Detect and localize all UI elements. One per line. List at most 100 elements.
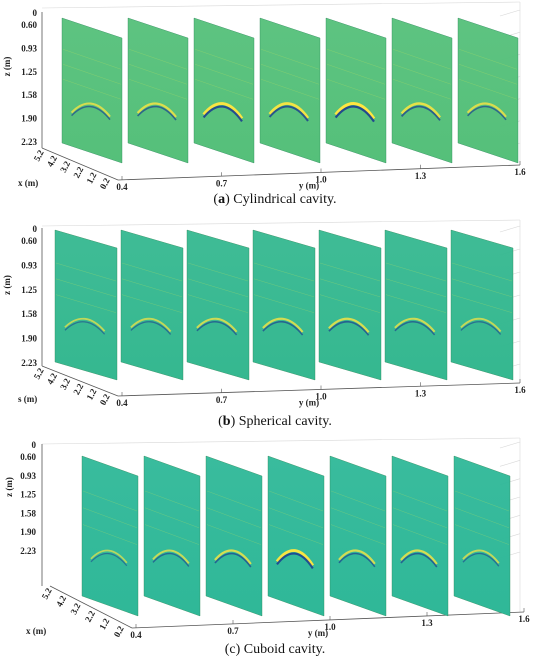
panel-b: 0 0.60 0.93 1.25 1.58 1.90 2.23 z (m) 5.2 4.2 3.2 2… (0, 218, 550, 432)
caption-label-a: (a) (213, 192, 230, 207)
z-tick-label: 1.90 (21, 334, 37, 344)
z-tick-label: 0 (33, 8, 38, 18)
y-tick-label: 1.3 (415, 171, 427, 181)
caption-a: (a) Cylindrical cavity. (0, 192, 550, 208)
radar-slice (325, 17, 387, 164)
radar-slice (450, 229, 514, 381)
y-tick-label: 1.0 (315, 392, 327, 402)
y-tick-label: 0.7 (216, 178, 228, 188)
radar-slice (186, 229, 250, 381)
z-tick-label: 1.90 (20, 527, 36, 537)
y-axis-line-a (117, 164, 521, 181)
radar-slice (143, 455, 201, 617)
x-tick-label: 3.2 (68, 601, 82, 616)
y-axis-label-a: y (m) (299, 181, 319, 191)
x-tick-label: 4.2 (45, 153, 59, 168)
z-tick-label: 0.60 (21, 20, 37, 30)
x-tick-label: 2.2 (83, 609, 97, 624)
radar-slice (259, 17, 321, 164)
z-tick-label: 0.60 (21, 236, 37, 246)
caption-text-b: Spherical cavity. (235, 414, 332, 429)
y-tick-label: 0.7 (227, 626, 239, 636)
z-tick-label: 1.25 (21, 285, 37, 295)
panel-a: 0 0.60 0.93 1.25 1.58 1.90 2.23 z (m) 5.2 4.2 3.2 2… (0, 0, 550, 212)
y-tick-label: 0.4 (116, 398, 128, 408)
radar-slice (120, 229, 184, 381)
caption-label-b: (b) (218, 414, 236, 429)
x-tick-label: 5.2 (32, 366, 46, 381)
z-tick-label: 0 (33, 224, 38, 234)
panel-c: 0 0.60 0.93 1.25 1.58 1.90 2.23 z (m) 5.2 4.2 3.2 2… (0, 436, 550, 667)
x-tick-label: 4.2 (45, 371, 59, 386)
z-tick-label: 0.93 (21, 43, 37, 53)
x-tick-label: 1.2 (84, 170, 98, 185)
z-axis-label-b: z (m) (2, 275, 12, 295)
x-tick-label: 2.2 (71, 381, 85, 396)
y-tick-label: 1.0 (315, 175, 327, 185)
y-axis-label-b: y (m) (299, 398, 319, 408)
plot-c: 0 0.60 0.93 1.25 1.58 1.90 2.23 z (m) 5.24.23.22… (4, 437, 530, 640)
x-axis-line-b (41, 365, 119, 397)
z-tick-label: 2.23 (20, 546, 36, 556)
radar-slice (391, 17, 453, 164)
y-tick-label: 0.4 (130, 630, 142, 640)
y-tick-label: 1.6 (514, 167, 526, 177)
z-axis-label-a: z (m) (2, 57, 12, 77)
z-tick-label: 2.23 (21, 358, 37, 368)
caption-text-c: Cuboid cavity. (240, 642, 326, 657)
z-tick-label: 0.60 (20, 452, 36, 462)
x-tick-label: 0.2 (98, 176, 112, 191)
z-tick-label: 0 (32, 440, 37, 450)
x-tick-label: 1.2 (84, 387, 98, 402)
radar-slice (267, 455, 325, 617)
z-tick-label: 2.23 (21, 137, 37, 147)
radar-slice (318, 229, 382, 381)
z-tick-label: 1.25 (20, 490, 36, 500)
plot-a: 0 0.60 0.93 1.25 1.58 1.90 2.23 z (m) 5.2 4.2 3.2 2… (2, 1, 526, 192)
radar-slice (391, 455, 449, 617)
x-tick-label: 3.2 (58, 376, 72, 391)
z-tick-label: 1.90 (21, 114, 37, 124)
x-tick-label: 4.2 (54, 593, 68, 608)
y-tick-label: 1.0 (324, 622, 336, 632)
x-axis-label-b: s (m) (18, 394, 37, 404)
z-tick-label: 1.58 (21, 90, 37, 100)
radar-slice (81, 455, 139, 617)
y-axis-label-c: y (m) (308, 628, 328, 638)
z-tick-label: 1.58 (20, 508, 36, 518)
radar-slice (329, 455, 387, 617)
radar-slice (384, 229, 448, 381)
x-tick-label: 0.2 (112, 624, 126, 639)
plot-b: 0 0.60 0.93 1.25 1.58 1.90 2.23 z (m) 5.2 4.2 3.2 2… (2, 219, 526, 408)
radar-slice (127, 17, 189, 164)
radar-slice (453, 455, 511, 617)
x-axis-label-c: x (m) (26, 626, 46, 636)
y-tick-label: 1.6 (514, 385, 526, 395)
y-tick-label: 1.6 (518, 614, 530, 624)
z-tick-label: 1.25 (21, 67, 37, 77)
z-tick-label: 1.58 (21, 309, 37, 319)
radar-slice (193, 17, 255, 164)
radar-slice (252, 229, 316, 381)
y-axis-line-b (117, 382, 521, 397)
x-tick-label: 3.2 (58, 159, 72, 174)
x-tick-label: 1.2 (97, 616, 111, 631)
z-tick-label: 0.93 (20, 471, 36, 481)
y-tick-label: 1.3 (421, 618, 433, 628)
caption-label-c: (c) (224, 642, 241, 657)
y-tick-label: 1.3 (415, 388, 427, 398)
x-tick-label: 5.2 (32, 148, 46, 163)
z-tick-label: 0.93 (21, 260, 37, 270)
x-tick-label: 0.2 (98, 392, 112, 407)
radar-slice (54, 229, 118, 381)
x-tick-label: 5.2 (40, 586, 54, 601)
x-axis-label-a: x (m) (18, 178, 38, 188)
x-axis-line-c (49, 585, 133, 629)
z-axis-label-c: z (m) (4, 477, 14, 497)
caption-c: (c) Cuboid cavity. (0, 642, 550, 658)
y-tick-label: 0.4 (116, 182, 128, 192)
radar-slice (61, 17, 123, 164)
radar-slice (205, 455, 263, 617)
x-axis-line-a (41, 147, 119, 181)
caption-text-a: Cylindrical cavity. (229, 192, 337, 207)
